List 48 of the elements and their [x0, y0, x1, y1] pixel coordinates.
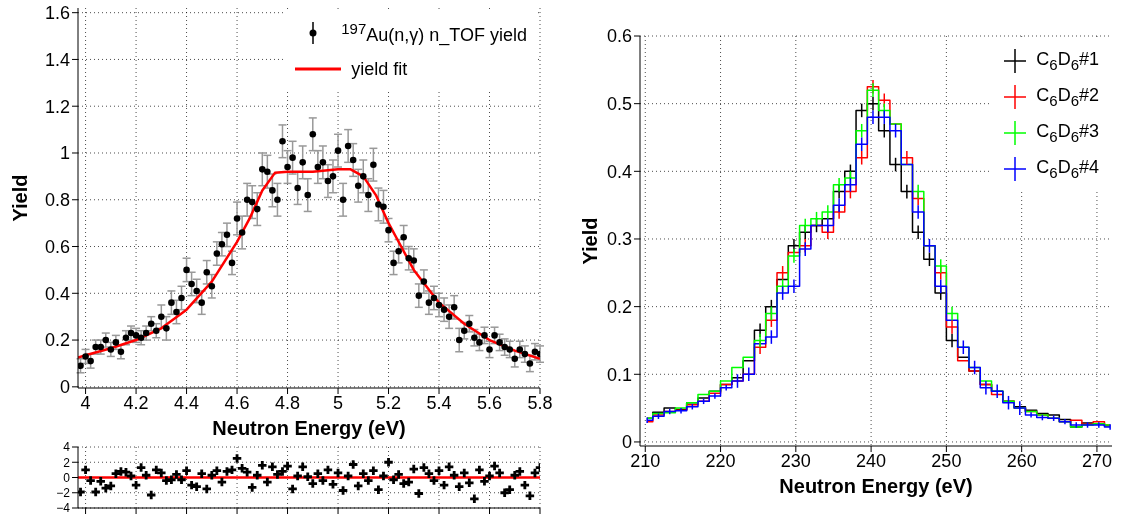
x-tick-label: 4.4: [174, 392, 200, 413]
x-tick-label: 5.6: [476, 392, 503, 413]
x-axis-title: Neutron Energy (eV): [211, 416, 407, 440]
y-axis-title: Yield: [578, 217, 602, 265]
x-tick-label: 4: [80, 392, 91, 413]
legend-label: C$_{6}$D$_{6}$#4: [1036, 157, 1099, 181]
legend-label: yield fit: [351, 58, 408, 80]
x-tick-label: 5.4: [426, 392, 452, 413]
y-tick-label: −2: [56, 486, 71, 501]
y-tick-label: 0.2: [44, 330, 70, 351]
x-tick-label: 4.8: [275, 392, 301, 413]
x-tick-label: 250: [931, 450, 962, 471]
x-tick-label: 5.2: [376, 392, 402, 413]
x-tick-label: 210: [630, 450, 661, 471]
legend-label: C$_{6}$D$_{6}$#3: [1036, 121, 1099, 145]
y-tick-label: 0.2: [606, 297, 632, 318]
y-tick-label: 2: [63, 455, 71, 470]
y-tick-label: 0: [621, 432, 632, 453]
y-tick-label: 0.6: [44, 236, 70, 257]
y-tick-label: 0.5: [606, 94, 632, 115]
y-tick-label: 0.6: [606, 26, 632, 47]
y-tick-label: 0.4: [606, 161, 632, 182]
legend-label: C$_{6}$D$_{6}$#1: [1036, 49, 1099, 73]
y-tick-label: 1: [59, 143, 70, 164]
x-tick-label: 5.8: [527, 392, 553, 413]
y-tick-label: 1.4: [44, 49, 70, 70]
y-tick-label: 1.6: [44, 3, 70, 24]
x-tick-label: 270: [1081, 450, 1112, 471]
y-tick-label: 0.1: [606, 364, 632, 385]
x-tick-label: 4.2: [123, 392, 149, 413]
y-tick-label: 0: [63, 470, 71, 485]
y-tick-label: 1.2: [44, 96, 70, 117]
x-tick-label: 5: [333, 392, 344, 413]
x-tick-label: 230: [780, 450, 811, 471]
y-tick-label: 0: [59, 377, 70, 398]
x-axis-title: Neutron Energy (eV): [778, 474, 974, 498]
y-tick-label: −4: [56, 501, 71, 516]
y-tick-label: 0.4: [44, 283, 70, 304]
y-axis-title: Yield: [8, 174, 32, 222]
y-tick-label: 0.3: [606, 229, 632, 250]
x-tick-label: 240: [856, 450, 887, 471]
legend-label: C$_{6}$D$_{6}$#2: [1036, 85, 1099, 109]
y-tick-label: 0.8: [44, 190, 70, 211]
x-tick-label: 260: [1006, 450, 1037, 471]
x-tick-label: 220: [705, 450, 736, 471]
x-tick-label: 4.6: [224, 392, 250, 413]
legend-label: $^{197}$Au(n,γ) n_TOF yield: [341, 20, 527, 46]
y-tick-label: 4: [63, 440, 71, 455]
